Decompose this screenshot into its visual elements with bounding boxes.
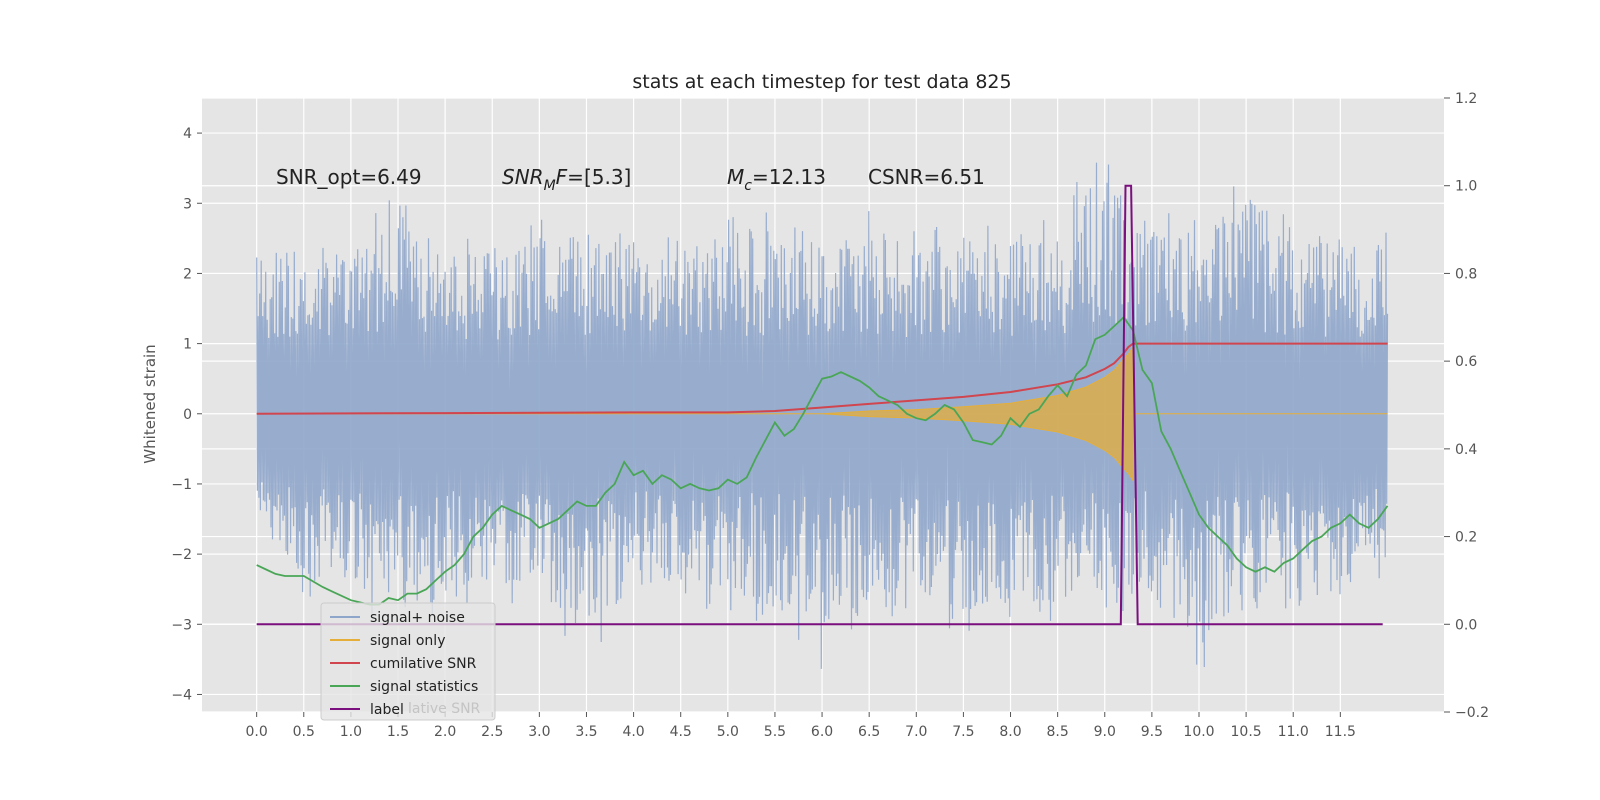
x-tick-label: 4.5 bbox=[670, 724, 692, 740]
y-tick-label: −1 bbox=[171, 477, 192, 493]
legend-entry-label: signal only bbox=[370, 633, 445, 649]
y-tick-label: 0 bbox=[183, 407, 192, 423]
x-tick-label: 4.0 bbox=[622, 724, 644, 740]
x-tick-label: 6.0 bbox=[811, 724, 833, 740]
y-tick-label: 3 bbox=[183, 196, 192, 212]
y-tick-label: −4 bbox=[171, 687, 192, 703]
series-signal-plus-noise bbox=[256, 162, 1389, 669]
x-tick-label: 7.5 bbox=[952, 724, 974, 740]
x-tick-label: 9.5 bbox=[1141, 724, 1163, 740]
y2-tick-label: 0.0 bbox=[1455, 617, 1477, 633]
x-tick-label: 9.0 bbox=[1094, 724, 1116, 740]
x-tick-label: 5.5 bbox=[764, 724, 786, 740]
legend-entry-label: label bbox=[370, 702, 404, 718]
y2-axis-ticks: 1.2 1.0 0.8 0.6 0.4 0.2 0.0 −0.2 bbox=[1444, 91, 1489, 721]
x-tick-label: 10.0 bbox=[1183, 724, 1214, 740]
series-signal-statistics bbox=[256, 315, 1389, 606]
annotation-mc: Mc=12.13 bbox=[727, 165, 826, 194]
x-tick-label: 11.5 bbox=[1325, 724, 1356, 740]
y2-tick-label: 0.2 bbox=[1455, 530, 1477, 546]
y-tick-label: 1 bbox=[183, 337, 192, 353]
legend-entry-label: cumilative SNR bbox=[370, 656, 477, 672]
y2-tick-label: 0.6 bbox=[1455, 354, 1477, 370]
series-label bbox=[256, 184, 1383, 626]
y-axis-ticks: 4 3 2 1 0 −1 −2 −3 −4 bbox=[171, 126, 202, 703]
y2-tick-label: 0.8 bbox=[1455, 266, 1477, 282]
x-tick-label: 1.5 bbox=[387, 724, 409, 740]
legend-entry-label: signal statistics bbox=[370, 679, 478, 695]
x-tick-label: 3.5 bbox=[575, 724, 597, 740]
x-tick-label: 8.5 bbox=[1047, 724, 1069, 740]
x-tick-label: 8.0 bbox=[999, 724, 1021, 740]
legend: lative SNR signal+ noise signal only cumil… bbox=[320, 602, 496, 721]
y-tick-label: −3 bbox=[171, 617, 192, 633]
series-cumulative-snr bbox=[256, 342, 1388, 415]
y2-tick-label: 1.2 bbox=[1455, 91, 1477, 107]
x-tick-label: 7.0 bbox=[905, 724, 927, 740]
annotation-csnr: CSNR=6.51 bbox=[868, 165, 985, 189]
x-tick-label: 2.5 bbox=[481, 724, 503, 740]
x-tick-label: 11.0 bbox=[1278, 724, 1309, 740]
legend-overlap-text: lative SNR bbox=[408, 701, 481, 717]
x-tick-label: 0.0 bbox=[246, 724, 268, 740]
y-tick-label: 2 bbox=[183, 266, 192, 282]
x-tick-label: 6.5 bbox=[858, 724, 880, 740]
x-tick-label: 0.5 bbox=[293, 724, 315, 740]
chart-title: stats at each timestep for test data 825 bbox=[632, 71, 1011, 93]
y-axis-label: Whitened strain bbox=[141, 344, 159, 463]
series-signal-only bbox=[256, 345, 1388, 482]
legend-box bbox=[320, 602, 496, 721]
y-tick-label: 4 bbox=[183, 126, 192, 142]
x-tick-label: 1.0 bbox=[340, 724, 362, 740]
series-layer bbox=[256, 162, 1389, 669]
annotation-snr-mf: SNRMF=[5.3] bbox=[502, 165, 631, 194]
x-tick-label: 2.0 bbox=[434, 724, 456, 740]
y2-tick-label: 0.4 bbox=[1455, 442, 1477, 458]
x-tick-label: 3.0 bbox=[528, 724, 550, 740]
annotation-snr-opt: SNR_opt=6.49 bbox=[276, 165, 422, 189]
annotations: SNR_opt=6.49 SNRMF=[5.3] Mc=12.13 CSNR=6… bbox=[276, 165, 985, 194]
legend-entry-label: signal+ noise bbox=[370, 610, 465, 626]
y2-tick-label: 1.0 bbox=[1455, 179, 1477, 195]
y-tick-label: −2 bbox=[171, 547, 192, 563]
x-tick-label: 5.0 bbox=[717, 724, 739, 740]
x-tick-label: 10.5 bbox=[1231, 724, 1262, 740]
y2-tick-label: −0.2 bbox=[1455, 705, 1489, 721]
x-axis-ticks: 0.0 0.5 1.0 1.5 2.0 2.5 3.0 3.5 4.0 4.5 5.0 5.5 6.0 6… bbox=[246, 712, 1356, 740]
